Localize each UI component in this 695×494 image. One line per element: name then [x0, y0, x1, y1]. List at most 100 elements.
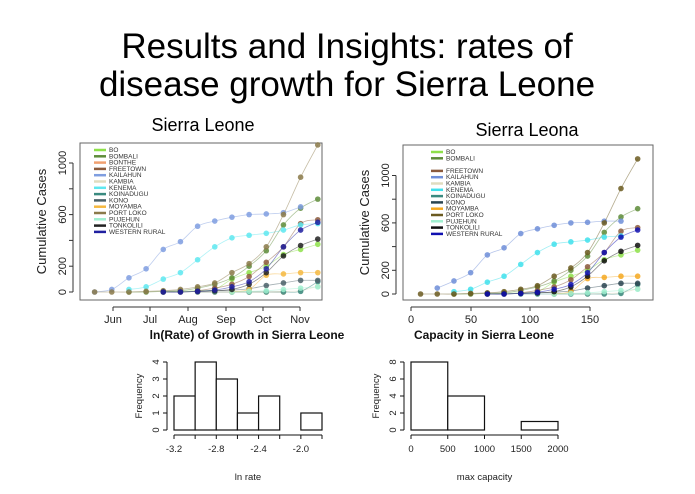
data-point [297, 285, 304, 291]
data-point [280, 271, 287, 277]
data-point [263, 230, 270, 237]
series-tonkolili [484, 242, 641, 297]
data-point [143, 284, 149, 290]
series-kenema [126, 220, 321, 293]
legend-label: BO [109, 147, 118, 154]
data-point [618, 287, 624, 294]
x-tick-label: -2.4 [250, 444, 266, 455]
data-point [297, 222, 304, 228]
data-point [551, 273, 557, 280]
legend-label: BOMBALI [446, 155, 475, 162]
data-point [484, 291, 491, 297]
data-point [467, 286, 474, 293]
legend-label: WESTERN RURAL [446, 231, 503, 238]
series-western-rural [160, 219, 321, 295]
data-point [108, 289, 115, 295]
y-tick-label: 1000 [57, 151, 69, 175]
legend-label: PUJEHUN [446, 218, 477, 225]
data-point [297, 246, 304, 253]
legend-label: MOYAMBA [446, 206, 479, 213]
x-tick-label: 50 [465, 314, 477, 326]
x-tick-label: -3.2 [166, 444, 182, 455]
data-point [314, 241, 321, 248]
x-tick-label: 500 [440, 444, 456, 455]
data-point [568, 281, 574, 288]
data-point [143, 265, 149, 272]
data-point [517, 290, 524, 297]
data-point [618, 185, 624, 192]
histogram-bar [257, 395, 281, 431]
data-point [534, 226, 541, 232]
data-point [229, 269, 235, 276]
data-point [634, 242, 641, 249]
data-point [417, 291, 424, 297]
legend-label: FREETOWN [446, 168, 483, 175]
x-tick-label: 1500 [511, 444, 532, 455]
x-axis-label: ln rate [235, 472, 261, 483]
data-point [297, 227, 304, 233]
series-western-rural [484, 227, 641, 297]
x-tick-label: Oct [254, 314, 271, 326]
legend-label: KONO [446, 199, 465, 206]
slide-title-line2: disease growth for Sierra Leone [99, 65, 595, 104]
y-tick-label: 0 [388, 427, 399, 432]
slide-title-line1: Results and Insights: rates of [121, 27, 573, 66]
data-point [160, 289, 167, 295]
series-line [231, 272, 318, 292]
legend-label: KAMBIA [109, 179, 134, 186]
data-point [160, 246, 167, 253]
data-point [484, 252, 491, 258]
series-line [163, 221, 318, 293]
data-point [634, 280, 641, 287]
legend-label: BONTHE [109, 160, 137, 167]
data-point [517, 261, 524, 268]
line-chart-by-date: 0 200 600 1000 Cumulative Cases Jun Jul Aug Sep O… [34, 142, 323, 326]
y-tick-label: 1000 [380, 163, 392, 187]
data-point [634, 227, 641, 233]
data-point [263, 287, 270, 294]
histogram-bar [236, 412, 260, 431]
legend-label: BO [446, 149, 455, 156]
data-point [229, 214, 235, 220]
data-point [297, 242, 304, 249]
series-tonkolili [160, 236, 321, 295]
data-point [568, 276, 574, 283]
data-point [501, 273, 507, 280]
y-tick-label: 8 [388, 359, 399, 364]
y-tick-label: 600 [57, 205, 69, 223]
y-tick-label: 0 [380, 291, 392, 297]
data-point [263, 269, 270, 276]
data-point [618, 234, 624, 240]
x-tick-label: 150 [581, 314, 599, 326]
data-point [177, 289, 184, 295]
legend-label: KOINADUGU [446, 193, 486, 200]
data-point [568, 220, 574, 226]
legend-label: KOINADUGU [109, 191, 149, 198]
data-point [211, 280, 218, 286]
histogram-bar [447, 395, 486, 431]
data-point [517, 286, 524, 293]
data-point [634, 286, 641, 293]
histogram-bar [173, 395, 196, 431]
data-point [601, 234, 608, 240]
y-tick-label: 200 [57, 257, 69, 275]
data-point [229, 275, 235, 281]
data-point [297, 204, 304, 210]
data-point [126, 289, 132, 295]
y-tick-label: 600 [380, 214, 392, 232]
legend-label: WESTERN RURAL [109, 229, 166, 236]
data-point [263, 244, 270, 250]
data-point [194, 288, 201, 295]
histogram-bar [520, 420, 559, 431]
plot-frame [402, 144, 654, 301]
data-point [314, 277, 321, 284]
legend-label: BOMBALI [109, 153, 138, 160]
series-moyamba [551, 273, 641, 297]
legend-label: KAMBIA [446, 181, 471, 188]
data-point [584, 263, 591, 270]
y-tick-label: 1 [151, 410, 162, 415]
data-point [634, 156, 641, 162]
data-point [584, 290, 591, 296]
data-point [194, 256, 201, 263]
